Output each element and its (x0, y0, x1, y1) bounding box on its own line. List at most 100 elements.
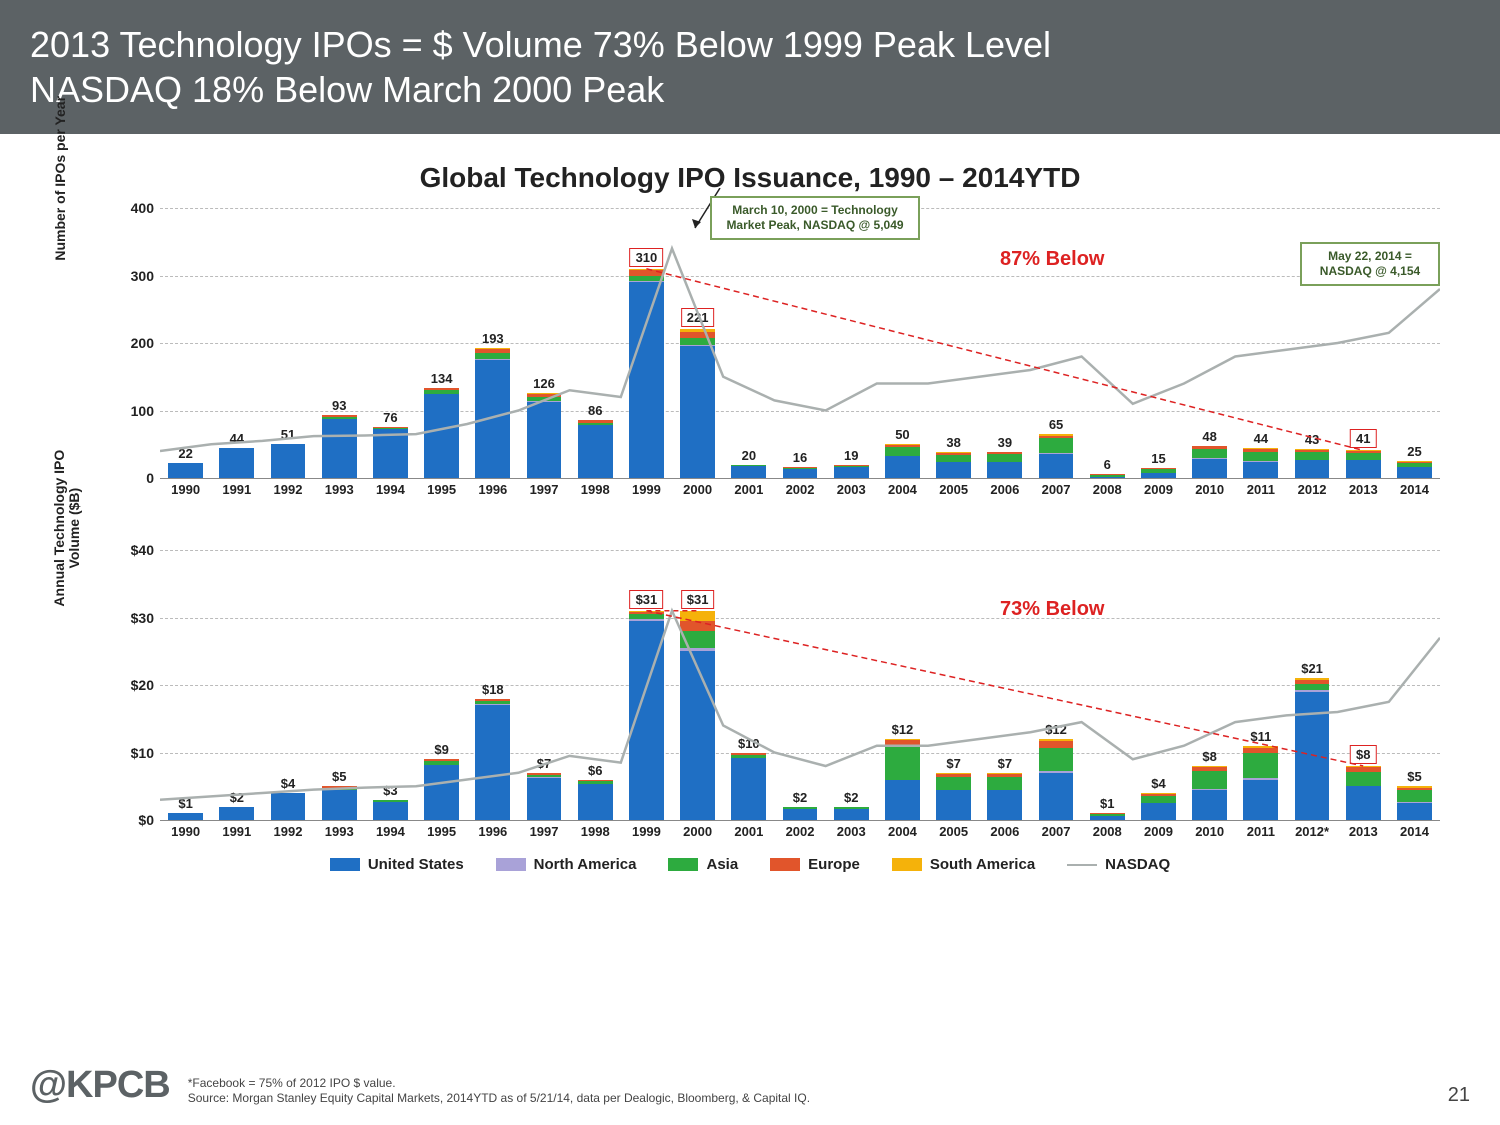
header-line-1: 2013 Technology IPOs = $ Volume 73% Belo… (30, 22, 1470, 67)
x-tick: 1997 (518, 482, 569, 497)
bar-col: $7 (518, 550, 569, 820)
bar-seg-us (168, 463, 203, 478)
bar-seg-us (219, 807, 254, 821)
x-tick: 2006 (979, 482, 1030, 497)
bar-seg-us (578, 784, 613, 820)
bar-seg-us (475, 705, 510, 820)
x-tick: 2010 (1184, 482, 1235, 497)
bar-total: 6 (1104, 457, 1111, 472)
y-tick: $0 (112, 812, 154, 828)
bar-seg-us (168, 813, 203, 820)
bar-seg-us (885, 456, 920, 478)
x-tick: 1990 (160, 482, 211, 497)
x-tick: 2013 (1338, 824, 1389, 839)
bar-seg-asia (936, 777, 971, 789)
y-tick: 0 (112, 470, 154, 486)
bar-total: 193 (482, 331, 504, 346)
bar-col: 310 (621, 208, 672, 478)
bar-col: $3 (365, 550, 416, 820)
x-tick: 1999 (621, 824, 672, 839)
bar-col: 193 (467, 208, 518, 478)
bar-seg-asia (1295, 452, 1330, 460)
bar-col: 38 (928, 208, 979, 478)
bar-total: 43 (1305, 432, 1319, 447)
bar-seg-us (1090, 477, 1125, 478)
x-tick: 1998 (570, 482, 621, 497)
bar-col: 44 (1235, 208, 1286, 478)
bar-seg-asia (936, 455, 971, 462)
callout-end: May 22, 2014 = NASDAQ @ 4,154 (1300, 242, 1440, 286)
bar-total: 93 (332, 398, 346, 413)
x-tick: 2005 (928, 824, 979, 839)
bar-total: 20 (742, 448, 756, 463)
bar-col: $4 (1133, 550, 1184, 820)
x-tick: 2005 (928, 482, 979, 497)
bar-seg-us (578, 425, 613, 478)
bar-total: 41 (1350, 429, 1376, 448)
bar-total: $12 (1045, 722, 1067, 737)
bar-total: $7 (946, 756, 960, 771)
x-tick: 2002 (774, 482, 825, 497)
bar-total: $4 (1151, 776, 1165, 791)
bar-seg-us (936, 462, 971, 478)
x-tick: 2000 (672, 482, 723, 497)
bar-seg-asia (1192, 771, 1227, 789)
x-tick: 1994 (365, 824, 416, 839)
bar-seg-us (731, 466, 766, 478)
x-tick: 1993 (314, 482, 365, 497)
bar-seg-asia (1039, 438, 1074, 453)
bar-total: 76 (383, 410, 397, 425)
bar-total: $6 (588, 763, 602, 778)
x-tick: 1991 (211, 482, 262, 497)
bar-col: 19 (826, 208, 877, 478)
bar-total: $31 (681, 590, 715, 609)
x-tick: 1994 (365, 482, 416, 497)
bar-col: $1 (160, 550, 211, 820)
bar-seg-us (1141, 473, 1176, 478)
y-tick: $20 (112, 677, 154, 693)
bar-seg-us (834, 809, 869, 820)
bar-col: 15 (1133, 208, 1184, 478)
x-tick: 2003 (826, 482, 877, 497)
bar-col: $9 (416, 550, 467, 820)
y-tick: 100 (112, 403, 154, 419)
bar-seg-us (783, 469, 818, 478)
bar-total: $2 (793, 790, 807, 805)
bar-seg-us (373, 802, 408, 820)
legend-asia: Asia (668, 856, 738, 873)
bar-seg-us (527, 402, 562, 478)
legend-sa: South America (892, 856, 1035, 873)
bar-total: $31 (630, 590, 664, 609)
bar-col: $12 (877, 550, 928, 820)
footer-source: *Facebook = 75% of 2012 IPO $ value. Sou… (188, 1076, 810, 1107)
bar-total: 22 (178, 446, 192, 461)
bar-seg-us (1397, 803, 1432, 820)
bar-seg-us (629, 282, 664, 478)
bar-seg-us (1243, 780, 1278, 821)
x-tick: 2003 (826, 824, 877, 839)
bar-col: $2 (826, 550, 877, 820)
bar-seg-us (322, 790, 357, 820)
x-tick: 1992 (262, 824, 313, 839)
x-tick: 2007 (1030, 482, 1081, 497)
bar-col: $31 (621, 550, 672, 820)
bar-total: 44 (230, 431, 244, 446)
bottom-below-label: 73% Below (1000, 598, 1104, 621)
x-tick: 1995 (416, 824, 467, 839)
bar-seg-us (936, 790, 971, 820)
chart-title: Global Technology IPO Issuance, 1990 – 2… (0, 162, 1500, 194)
bar-total: 50 (895, 427, 909, 442)
bar-col: $7 (928, 550, 979, 820)
bottom-chart: Annual Technology IPO Volume ($B) $0$10$… (60, 550, 1440, 820)
bar-seg-us (373, 429, 408, 478)
bar-col: 51 (262, 208, 313, 478)
bar-seg-asia (1039, 748, 1074, 772)
bar-seg-asia (885, 746, 920, 780)
bar-total: 48 (1202, 429, 1216, 444)
x-tick: 1998 (570, 824, 621, 839)
y-tick: 200 (112, 335, 154, 351)
bar-total: 221 (681, 308, 715, 327)
bar-seg-us (424, 765, 459, 820)
x-tick: 1997 (518, 824, 569, 839)
bar-col: 134 (416, 208, 467, 478)
